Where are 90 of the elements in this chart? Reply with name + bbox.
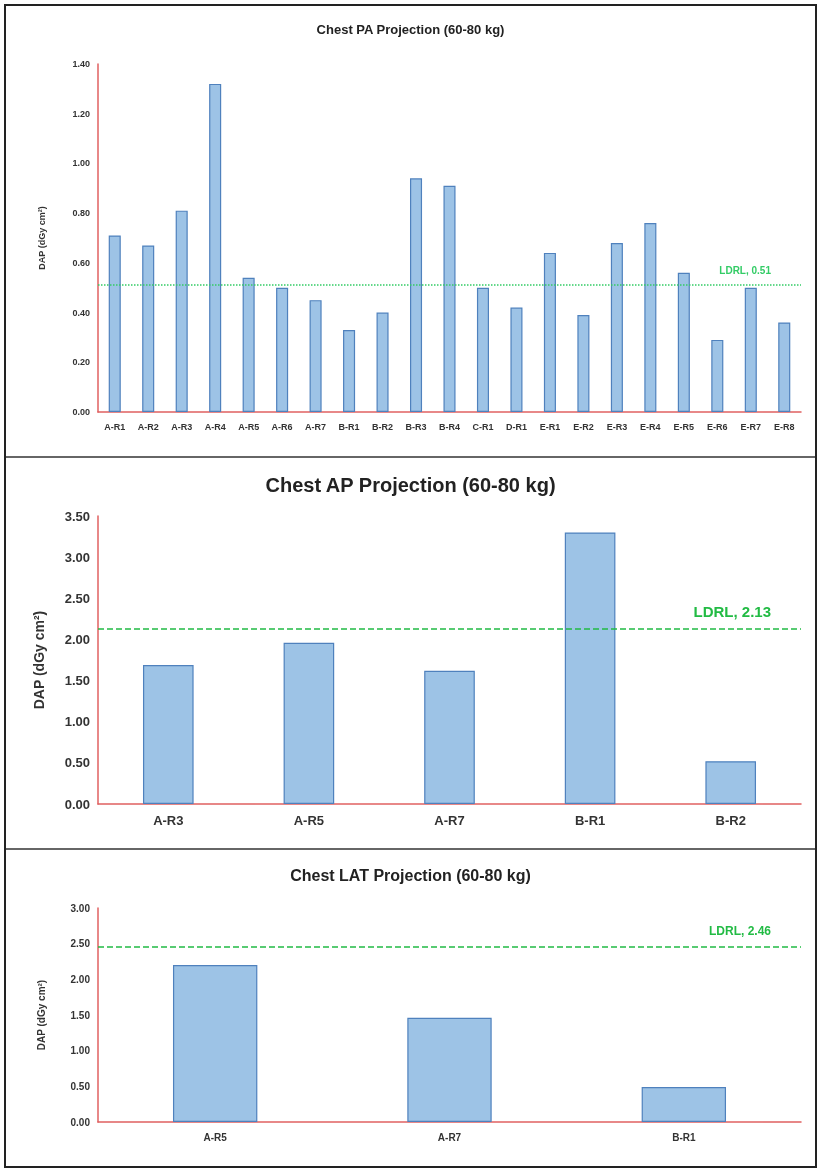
bar [108, 235, 121, 412]
x-tick-label: A-R5 [203, 1131, 228, 1143]
x-tick-label: B-R2 [715, 813, 746, 828]
chart-title: Chest LAT Projection (60-80 kg) [290, 866, 531, 884]
y-tick-label: 1.20 [72, 108, 90, 119]
x-tick-label: E-R2 [573, 421, 594, 432]
bar [510, 307, 523, 412]
x-tick-label: A-R3 [153, 813, 184, 828]
y-tick-label: 1.40 [72, 59, 90, 69]
x-tick-label: E-R3 [606, 421, 628, 432]
x-tick-label: D-R1 [505, 421, 527, 432]
chart-title: Chest PA Projection (60-80 kg) [316, 22, 505, 37]
bar [142, 664, 194, 804]
y-tick-label: 2.00 [70, 973, 91, 985]
bar [564, 532, 616, 804]
bar [175, 210, 188, 412]
x-tick-label: E-R8 [774, 421, 795, 432]
x-tick-label: A-R6 [271, 421, 293, 432]
bar [142, 245, 155, 412]
x-tick-label: E-R4 [640, 421, 661, 432]
x-tick-label: B-R3 [405, 421, 427, 432]
bar [476, 287, 489, 412]
y-tick-label: 3.50 [64, 508, 90, 524]
bar [543, 252, 556, 412]
ref-line-label: LDRL, 2.46 [708, 923, 772, 938]
x-tick-label: A-R5 [238, 421, 260, 432]
x-tick-label: A-R5 [293, 813, 325, 828]
x-tick-label: B-R4 [438, 421, 461, 432]
x-tick-label: A-R1 [104, 421, 126, 432]
x-tick-label: B-R2 [372, 421, 394, 432]
x-tick-label: B-R1 [338, 421, 360, 432]
bar [424, 670, 475, 804]
x-tick-label: C-R1 [472, 421, 494, 432]
x-tick-label: A-R2 [137, 421, 159, 432]
y-tick-label: 2.50 [70, 938, 91, 950]
y-tick-label: 0.50 [70, 1080, 91, 1092]
x-tick-label: B-R1 [574, 813, 606, 828]
bar [343, 329, 356, 412]
ref-line-label: LDRL, 2.13 [693, 602, 771, 620]
bar [376, 312, 389, 412]
y-axis-title: DAP (dGy cm²) [31, 610, 47, 710]
x-tick-label: A-R4 [204, 421, 226, 432]
bar [172, 965, 258, 1122]
y-tick-label: 0.00 [70, 1116, 91, 1128]
bar [744, 287, 757, 412]
ref-line-label: LDRL, 0.51 [719, 264, 772, 276]
bar [577, 315, 590, 412]
y-tick-label: 0.50 [64, 755, 90, 771]
y-axis-title: DAP (dGy cm²) [35, 979, 47, 1051]
x-tick-label: E-R7 [740, 421, 762, 432]
x-tick-label: B-R1 [672, 1131, 696, 1143]
bar [443, 185, 456, 412]
y-tick-label: 2.50 [64, 590, 90, 606]
x-tick-label: E-R1 [539, 421, 561, 432]
bar [309, 300, 322, 412]
y-tick-label: 1.00 [72, 158, 90, 169]
y-tick-label: 0.40 [72, 307, 90, 318]
y-tick-label: 2.00 [64, 631, 90, 647]
y-tick-label: 1.00 [70, 1045, 91, 1057]
x-tick-label: A-R7 [434, 813, 465, 828]
bar [641, 1087, 727, 1122]
y-axis-title: DAP (dGy cm²) [36, 206, 47, 270]
y-tick-label: 1.50 [64, 673, 90, 689]
bar [276, 287, 289, 412]
chart-title: Chest AP Projection (60-80 kg) [265, 474, 556, 496]
bar [410, 178, 423, 412]
y-tick-label: 0.20 [72, 357, 90, 368]
x-tick-label: A-R7 [437, 1131, 462, 1143]
bar [283, 642, 335, 804]
x-tick-label: A-R3 [171, 421, 193, 432]
x-tick-label: A-R7 [305, 421, 327, 432]
y-tick-label: 0.00 [64, 796, 90, 812]
y-tick-label: 3.00 [64, 549, 90, 565]
bar [209, 83, 222, 412]
bar [610, 242, 623, 412]
y-tick-label: 1.00 [64, 714, 90, 730]
bar [705, 761, 757, 804]
y-tick-label: 3.00 [70, 902, 91, 914]
bar [407, 1017, 492, 1122]
bar [644, 223, 657, 412]
y-tick-label: 1.50 [70, 1009, 91, 1021]
bar [242, 277, 255, 412]
x-tick-label: E-R6 [707, 421, 728, 432]
bar [677, 272, 690, 412]
y-tick-label: 0.00 [72, 407, 90, 417]
x-tick-label: E-R5 [673, 421, 695, 432]
bar [711, 339, 724, 412]
y-tick-label: 0.80 [72, 208, 90, 219]
y-tick-label: 0.60 [72, 257, 90, 268]
bar [778, 322, 791, 412]
